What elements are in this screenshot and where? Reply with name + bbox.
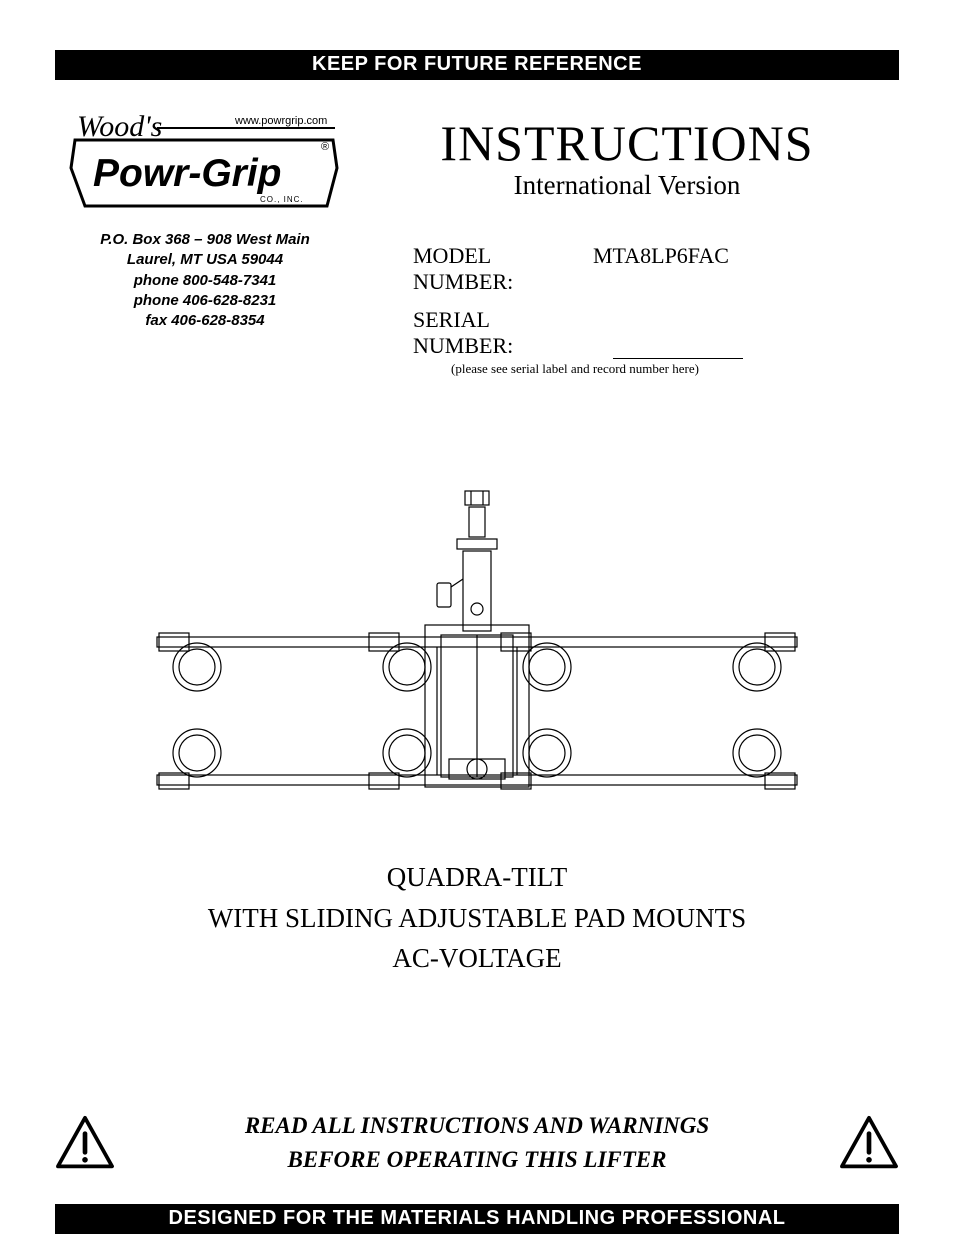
address-fax: fax 406-628-8354 bbox=[55, 311, 355, 331]
product-line-3: AC-VOLTAGE bbox=[55, 938, 899, 979]
logo-column: Wood's www.powrgrip.com Powr-Grip ® CO.,… bbox=[55, 108, 355, 331]
warning-row: READ ALL INSTRUCTIONS AND WARNINGS BEFOR… bbox=[55, 1109, 899, 1178]
title-column: INSTRUCTIONS International Version MODEL… bbox=[355, 108, 899, 377]
warning-line-2: BEFORE OPERATING THIS LIFTER bbox=[115, 1143, 839, 1178]
page-container: KEEP FOR FUTURE REFERENCE Wood's www.pow… bbox=[0, 0, 954, 1235]
product-name-block: QUADRA-TILT WITH SLIDING ADJUSTABLE PAD … bbox=[55, 857, 899, 979]
address-phone-1: phone 800-548-7341 bbox=[55, 271, 355, 291]
warning-text: READ ALL INSTRUCTIONS AND WARNINGS BEFOR… bbox=[115, 1109, 839, 1178]
header-row: Wood's www.powrgrip.com Powr-Grip ® CO.,… bbox=[55, 108, 899, 377]
quadra-tilt-diagram bbox=[97, 487, 857, 807]
warning-line-1: READ ALL INSTRUCTIONS AND WARNINGS bbox=[115, 1109, 839, 1144]
svg-text:www.powrgrip.com: www.powrgrip.com bbox=[234, 115, 327, 127]
svg-text:CO., INC.: CO., INC. bbox=[260, 195, 304, 204]
product-line-1: QUADRA-TILT bbox=[55, 857, 899, 898]
svg-text:Powr-Grip: Powr-Grip bbox=[93, 152, 282, 195]
model-number-value: MTA8LP6FAC bbox=[593, 243, 729, 295]
svg-text:Wood's: Wood's bbox=[77, 110, 162, 143]
warning-triangle-left-icon bbox=[55, 1115, 115, 1171]
warning-triangle-right-icon bbox=[839, 1115, 899, 1171]
powr-grip-logo: Wood's www.powrgrip.com Powr-Grip ® CO.,… bbox=[65, 108, 345, 218]
address-line-2: Laurel, MT USA 59044 bbox=[55, 250, 355, 270]
address-phone-2: phone 406-628-8231 bbox=[55, 291, 355, 311]
model-serial-block: MODEL NUMBER: MTA8LP6FAC SERIAL NUMBER: … bbox=[355, 243, 899, 377]
product-diagram-container bbox=[55, 487, 899, 807]
address-line-1: P.O. Box 368 – 908 West Main bbox=[55, 230, 355, 250]
top-reference-banner: KEEP FOR FUTURE REFERENCE bbox=[55, 50, 899, 80]
instructions-title: INSTRUCTIONS bbox=[355, 114, 899, 172]
serial-number-blank-line bbox=[613, 339, 743, 359]
serial-number-label: SERIAL NUMBER: bbox=[413, 307, 593, 359]
company-address: P.O. Box 368 – 908 West Main Laurel, MT … bbox=[55, 230, 355, 331]
model-number-label: MODEL NUMBER: bbox=[413, 243, 593, 295]
svg-text:®: ® bbox=[321, 141, 329, 153]
product-line-2: WITH SLIDING ADJUSTABLE PAD MOUNTS bbox=[55, 898, 899, 939]
model-row: MODEL NUMBER: MTA8LP6FAC bbox=[413, 243, 899, 295]
serial-row: SERIAL NUMBER: bbox=[413, 307, 899, 359]
serial-note: (please see serial label and record numb… bbox=[413, 361, 899, 377]
international-subtitle: International Version bbox=[355, 170, 899, 201]
footer-banner: DESIGNED FOR THE MATERIALS HANDLING PROF… bbox=[55, 1204, 899, 1234]
